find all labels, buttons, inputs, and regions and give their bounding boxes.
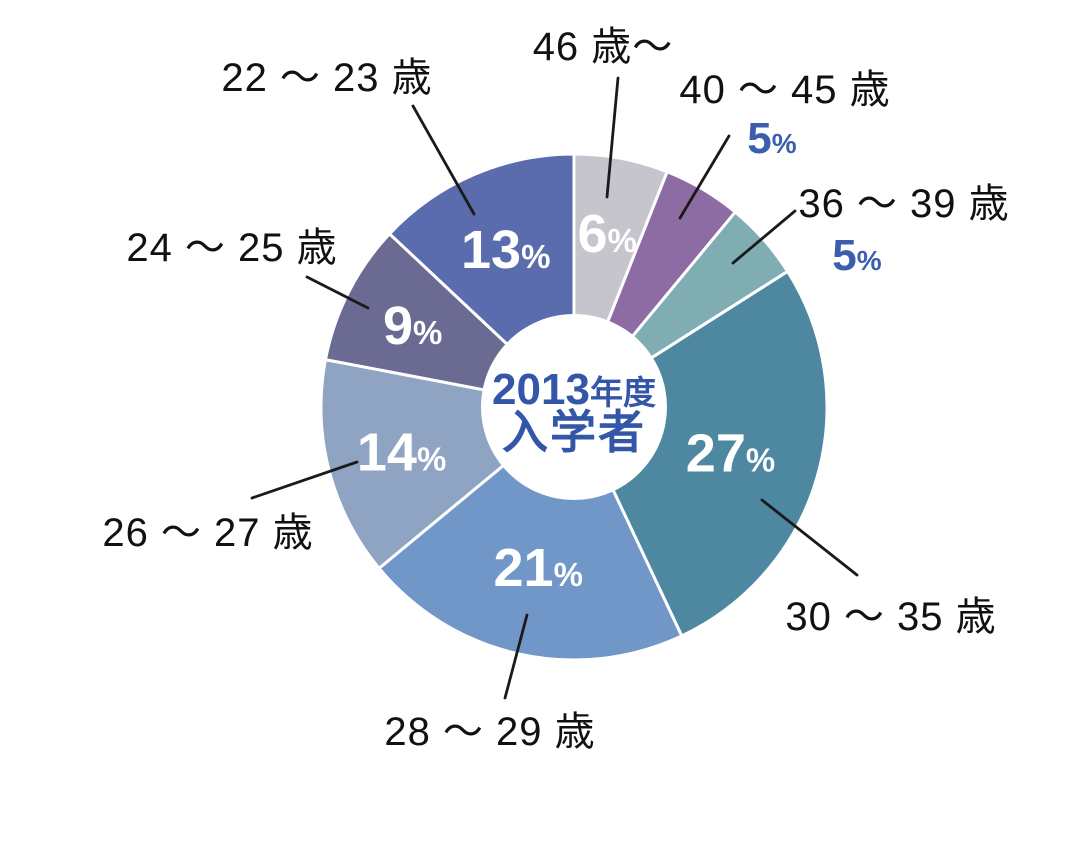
leader-line [305,275,370,310]
leader-line [411,104,476,216]
pie-slice [377,405,684,662]
slice-percent-label: 14% [357,422,446,482]
leader-line [760,498,859,577]
slice-age-label: 40 〜 45 歳 [679,68,890,112]
slice-percent-label-outside: 5% [832,231,881,280]
slice-age-label: 24 〜 25 歳 [126,226,337,270]
slice-age-label: 30 〜 35 歳 [785,595,996,639]
slice-percent-label-outside: 5% [747,114,796,163]
slice-age-label: 22 〜 23 歳 [221,56,432,100]
slice-percent-label: 9% [383,296,442,356]
center-title-line2: 入学者 [502,406,646,458]
inside-percent-labels: 6% 27% 21% 14% 9% 13% [357,204,775,598]
leader-line [250,460,359,500]
outside-percent-labels: 5% 5% [747,114,881,280]
slice-percent-label: 6% [578,204,637,264]
slice-percent-label: 13% [461,220,550,280]
slice-age-label: 46 歳〜 [533,25,674,69]
slice-percent-label: 27% [686,424,775,484]
leader-lines [250,76,859,700]
center-year-suffix: 年度 [590,374,656,411]
leader-line [678,134,731,220]
leader-line [605,76,620,199]
center-year: 2013 [492,365,590,414]
leader-line [503,613,529,700]
slice-age-label: 28 〜 29 歳 [384,710,595,754]
center-title-line1: 2013年度 [492,365,656,414]
slice-percent-label: 21% [493,538,582,598]
donut-center-hole [481,314,667,500]
slice-age-label: 36 〜 39 歳 [798,182,1009,226]
slice-age-label: 26 〜 27 歳 [102,511,313,555]
leader-line [731,209,797,265]
age-labels: 46 歳〜40 〜 45 歳 36 〜 39 歳 30 〜 35 歳 28 〜 29 … [102,25,1009,754]
pie-slice [572,269,829,638]
